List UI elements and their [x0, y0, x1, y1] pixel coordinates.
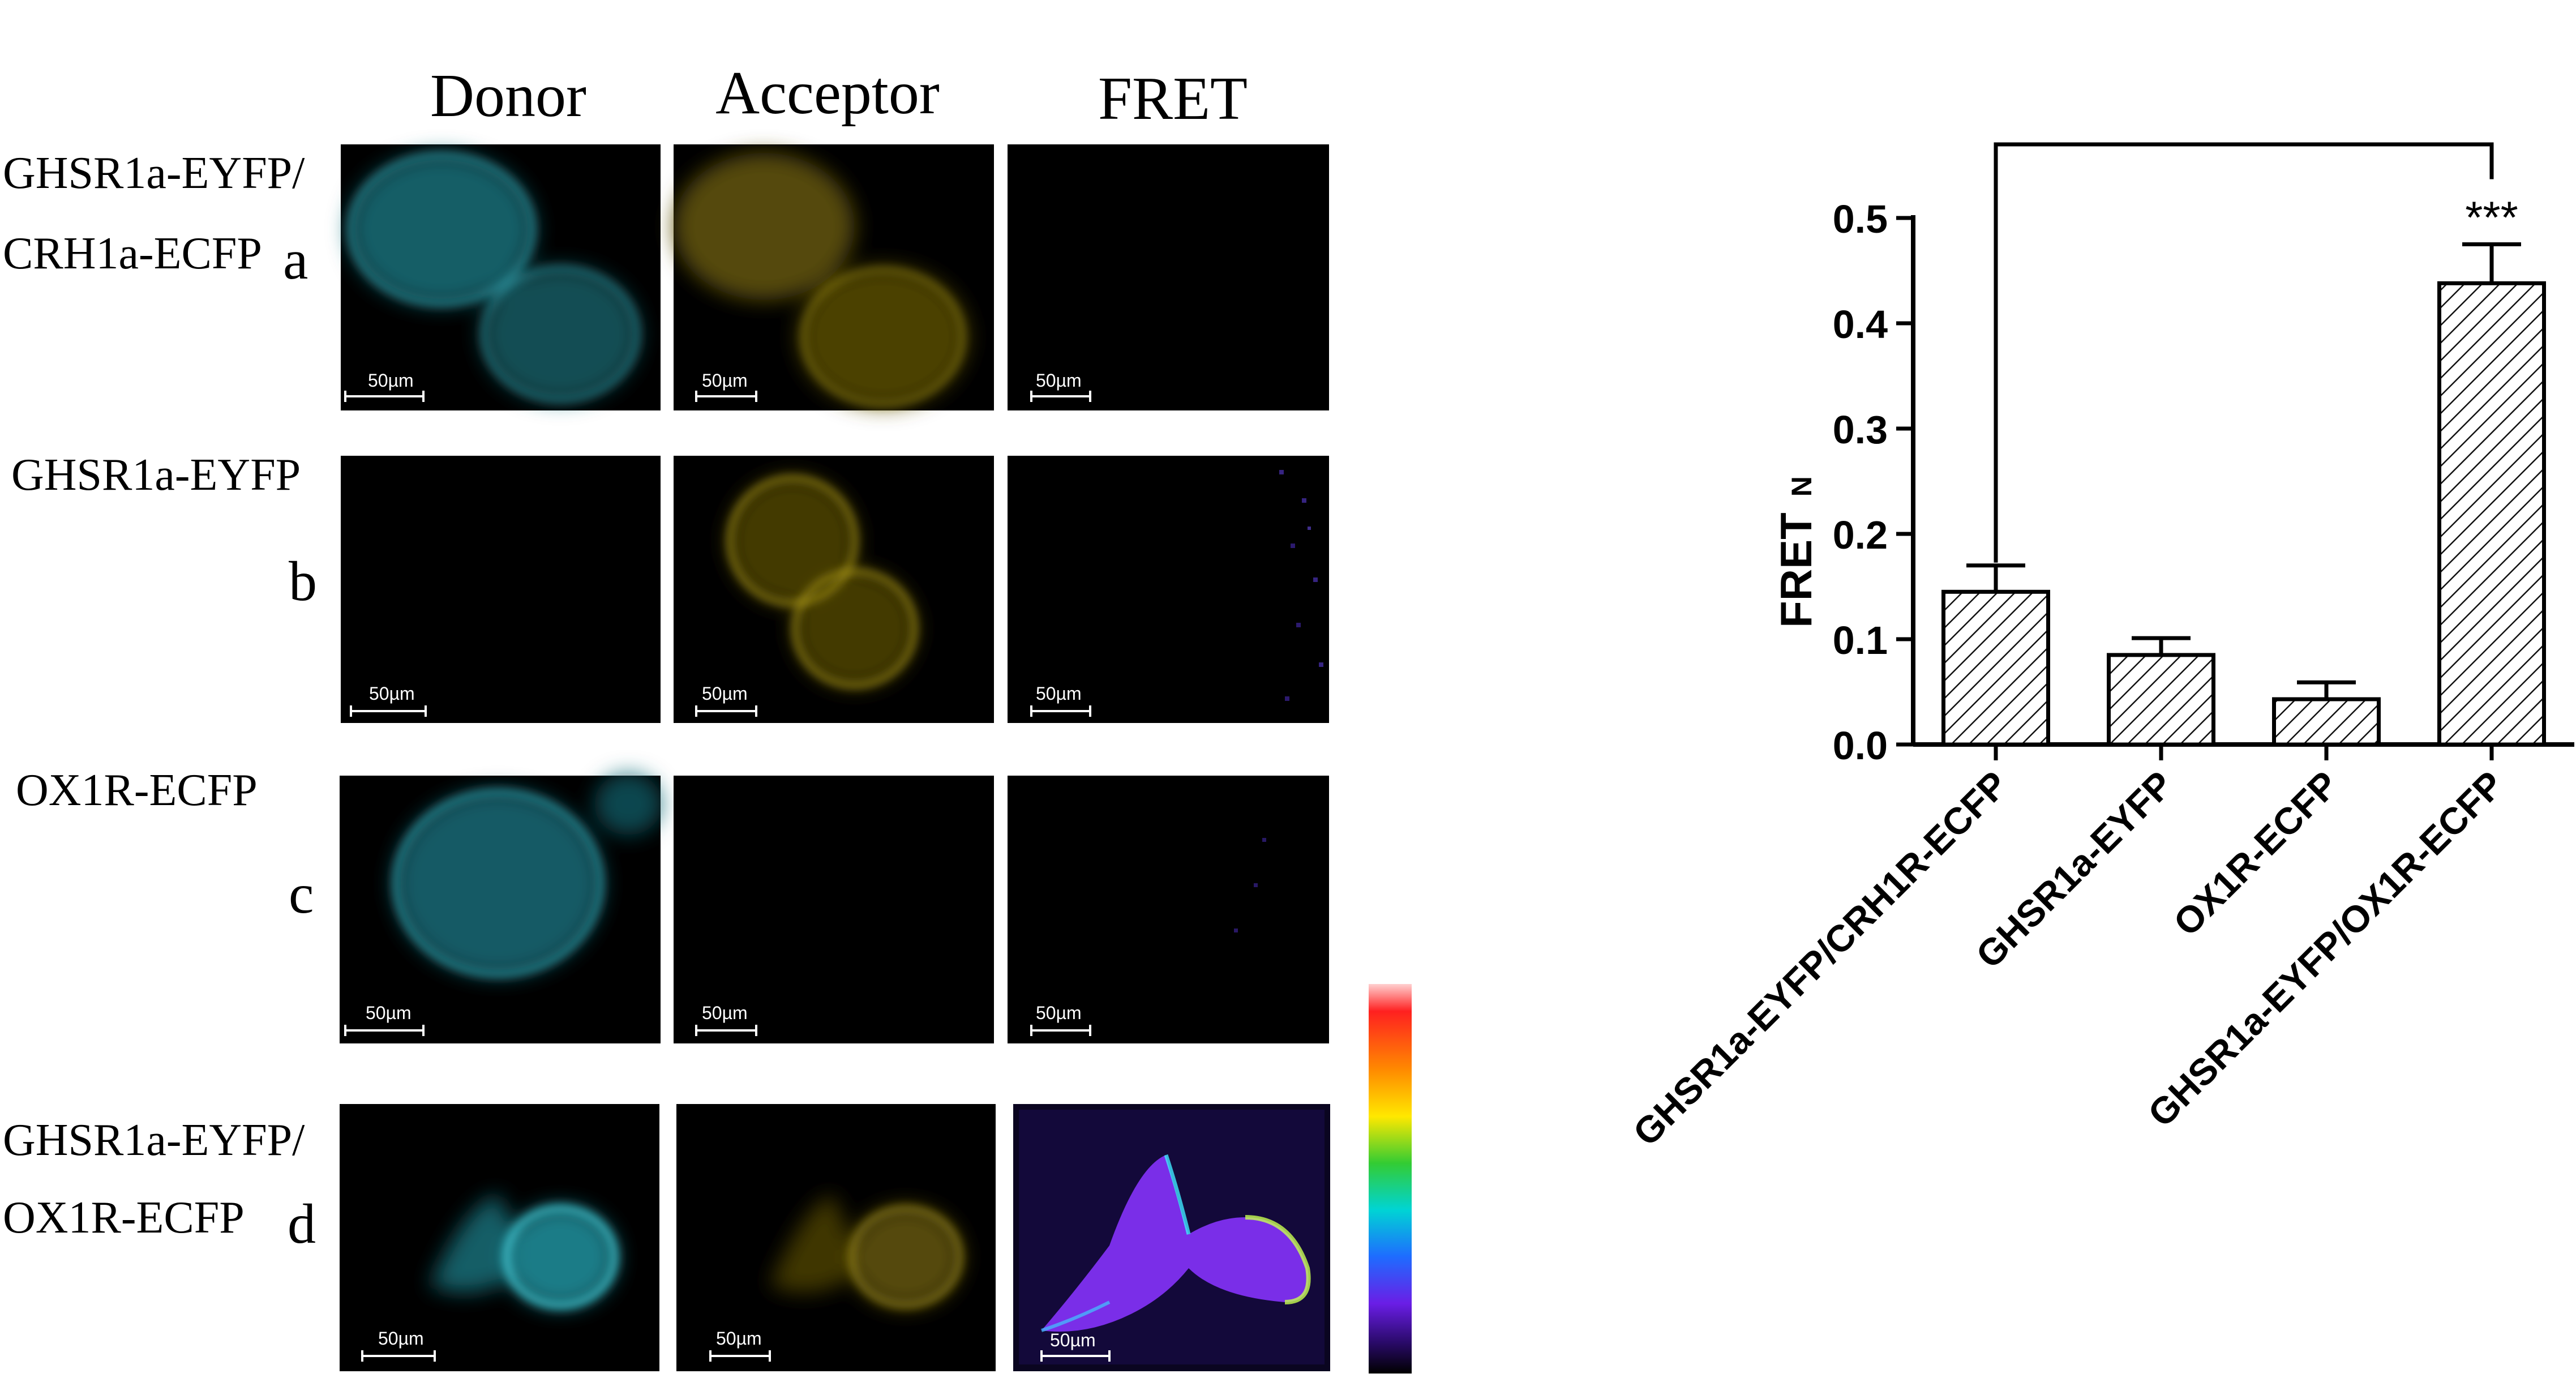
column-header-acceptor: Acceptor [715, 59, 940, 127]
scale-bar-label: 50µm [1050, 1330, 1096, 1350]
row-label-c-line1: OX1R-ECFP [16, 765, 258, 815]
fret-bar-chart: 0.0 0.1 0.2 0.3 0.4 0.5 GHSR1a-EYFP/CRH1R-ECF… [1625, 142, 2574, 1154]
scale-bar-label: 50µm [1036, 683, 1082, 704]
scale-bar-label: 50µm [369, 683, 415, 704]
panel-c-acceptor: 50µm [674, 776, 994, 1043]
x-category-label: GHSR1a-EYFP/CRH1R-ECFP [1625, 763, 2016, 1154]
panel-b-donor: 50µm [341, 456, 661, 723]
panel-a-fret: 50µm [1008, 144, 1329, 410]
row-letter-b: b [289, 550, 317, 613]
column-header-donor: Donor [430, 62, 586, 130]
row-label-a-line1: GHSR1a-EYFP/ [3, 148, 305, 198]
column-header-fret: FRET [1098, 65, 1248, 132]
y-tick-label: 0.0 [1833, 724, 1888, 768]
scale-bar-label: 50µm [702, 1003, 748, 1023]
scale-bar-label: 50µm [702, 370, 748, 391]
y-axis-label-main: FRET [1771, 512, 1821, 628]
row-label-d-line2: OX1R-ECFP [3, 1193, 245, 1243]
row-letter-d: d [288, 1192, 316, 1255]
scale-bar-label: 50µm [378, 1328, 424, 1349]
y-axis-label-subscript: N [1786, 476, 1818, 497]
panel-c-fret: 50µm [1008, 776, 1329, 1043]
row-label-a-line2: CRH1a-ECFP [3, 229, 262, 279]
row-letter-a: a [283, 228, 308, 291]
bar [2437, 281, 2546, 747]
significance-bracket [1994, 142, 2494, 563]
scale-bar-label: 50µm [716, 1328, 762, 1349]
significance-label: *** [2465, 192, 2518, 243]
bar [2272, 697, 2381, 747]
panel-c-donor: 50µm [340, 773, 662, 1043]
panel-d-acceptor: 50µm [676, 1104, 996, 1371]
scale-bar-label: 50µm [1036, 1003, 1082, 1023]
panel-a-acceptor: 50µm [674, 144, 994, 410]
panel-b-fret: 50µm [1008, 456, 1329, 723]
y-tick-label: 0.3 [1833, 408, 1888, 452]
panel-d-donor: 50µm [340, 1104, 659, 1371]
x-category-label: GHSR1a-EYFP/OX1R-ECFP [2140, 763, 2511, 1135]
y-tick-label: 0.2 [1833, 513, 1888, 557]
bar [2107, 653, 2215, 747]
y-tick-label: 0.4 [1833, 302, 1888, 346]
fret-color-scale [1369, 984, 1412, 1374]
x-category-label: OX1R-ECFP [2165, 763, 2346, 944]
scale-bar-label: 50µm [368, 370, 414, 391]
bar [1941, 589, 2050, 747]
scale-bar-label: 50µm [702, 683, 748, 704]
scale-bar-label: 50µm [366, 1003, 412, 1023]
panel-d-fret: 50µm [1013, 1104, 1330, 1371]
row-label-d-line1: GHSR1a-EYFP/ [3, 1115, 305, 1165]
panel-b-acceptor: 50µm [674, 456, 994, 723]
row-label-b-line1: GHSR1a-EYFP [11, 450, 301, 500]
y-axis-label: FRET N [1771, 476, 1821, 628]
panel-a-donor: 50µm [341, 144, 661, 410]
y-tick-label: 0.5 [1833, 197, 1888, 241]
row-letter-c: c [289, 862, 314, 925]
y-tick-label: 0.1 [1833, 618, 1888, 662]
scale-bar-label: 50µm [1036, 370, 1082, 391]
